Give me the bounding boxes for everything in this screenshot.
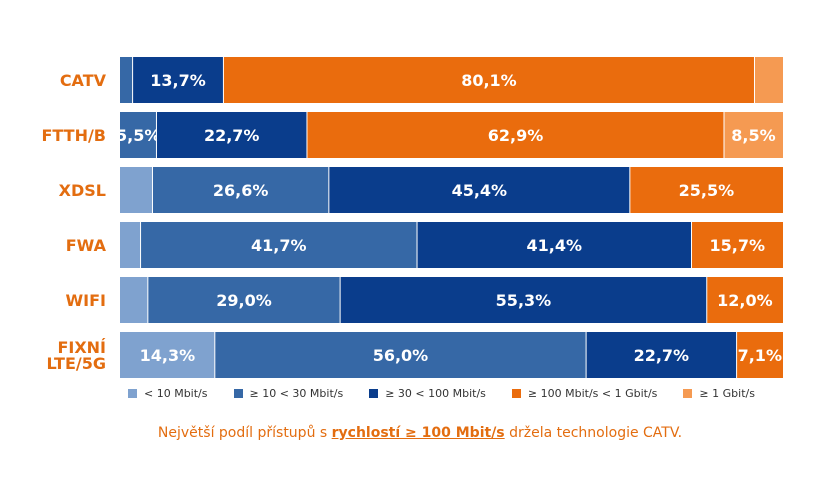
category-label: WIFI <box>66 291 106 310</box>
segment-divider <box>155 112 157 158</box>
data-label: 8,5% <box>731 126 775 145</box>
segment-divider <box>151 167 153 213</box>
bar-segment <box>147 277 341 323</box>
legend-swatch <box>233 389 243 398</box>
data-label: 7,1% <box>738 346 782 365</box>
bar-segment <box>120 277 148 323</box>
segment-divider <box>629 167 631 213</box>
data-label: 12,0% <box>717 291 773 310</box>
legend-swatch <box>128 389 137 398</box>
bar-segment <box>120 167 153 213</box>
data-label: 25,5% <box>679 181 735 200</box>
data-label: 41,4% <box>527 236 583 255</box>
segment-divider <box>723 112 725 158</box>
segment-divider <box>140 222 142 268</box>
bar-segment <box>706 277 783 323</box>
legend-label: ≥ 10 < 30 Mbit/s <box>249 387 344 400</box>
bar-segment <box>736 332 783 378</box>
bar-segment <box>723 112 783 158</box>
bar-segment <box>586 332 737 378</box>
bar-segment <box>629 167 783 213</box>
data-label: 56,0% <box>373 346 429 365</box>
legend-label: ≥ 1 Gbit/s <box>699 387 755 400</box>
data-label: 22,7% <box>204 126 260 145</box>
category-label: XDSL <box>59 181 106 200</box>
data-label: 15,7% <box>709 236 765 255</box>
category-label: FWA <box>66 236 107 255</box>
segment-divider <box>328 167 330 213</box>
bar-segment <box>754 57 783 103</box>
segment-divider <box>214 332 216 378</box>
bar-segment <box>223 57 755 103</box>
data-label: 45,4% <box>452 181 508 200</box>
data-label: 22,7% <box>634 346 690 365</box>
legend-item: ≥ 1 Gbit/s <box>683 387 755 400</box>
legend-item: ≥ 10 < 30 Mbit/s <box>233 387 344 400</box>
data-label: 13,7% <box>150 71 206 90</box>
bar-segment <box>328 167 630 213</box>
legend-label: ≥ 30 < 100 Mbit/s <box>385 387 486 400</box>
legend-swatch <box>511 389 521 398</box>
category-label: LTE/5G <box>47 354 107 373</box>
bar-segment <box>417 222 692 268</box>
footnote-suffix: držela technologie CATV. <box>504 425 683 441</box>
segment-divider <box>706 277 708 323</box>
data-label: 5,5% <box>116 126 160 145</box>
segment-divider <box>691 222 693 268</box>
footnote-highlight: rychlostí ≥ 100 Mbit/s <box>331 425 505 441</box>
segment-divider <box>339 277 341 323</box>
legend-item: ≥ 100 Mbit/s < 1 Gbit/s <box>511 387 658 400</box>
segment-divider <box>585 332 587 378</box>
segment-divider <box>306 112 308 158</box>
segment-divider <box>222 57 224 103</box>
bar-segment <box>132 57 224 103</box>
legend: < 10 Mbit/s ≥ 10 < 30 Mbit/s ≥ 30 < 100 … <box>128 387 755 400</box>
category-label: CATV <box>60 71 107 90</box>
bar-segment <box>691 222 783 268</box>
legend-swatch <box>683 389 693 398</box>
bar-segment <box>152 167 329 213</box>
footnote-prefix: Největší podíl přístupů s <box>157 425 332 441</box>
legend-item: < 10 Mbit/s <box>128 387 208 400</box>
bar-segment <box>340 277 707 323</box>
bar-segment <box>120 112 157 158</box>
segment-divider <box>416 222 418 268</box>
segment-divider <box>736 332 738 378</box>
category-label: FIXNÍ <box>57 338 106 357</box>
legend-label: < 10 Mbit/s <box>144 387 208 400</box>
footnote: Největší podíl přístupů s rychlostí ≥ 10… <box>0 425 840 441</box>
bar-segment <box>156 112 307 158</box>
bar-segment <box>306 112 724 158</box>
bar-segment <box>120 57 133 103</box>
data-label: 80,1% <box>461 71 517 90</box>
legend-label: ≥ 100 Mbit/s < 1 Gbit/s <box>527 387 658 400</box>
data-label: 14,3% <box>140 346 196 365</box>
segment-divider <box>147 277 149 323</box>
bar-segment <box>140 222 418 268</box>
legend-swatch <box>369 389 379 398</box>
bar-segment <box>120 332 215 378</box>
bar-segment <box>214 332 587 378</box>
data-label: 55,3% <box>496 291 552 310</box>
category-label: FTTH/B <box>41 126 106 145</box>
data-label: 62,9% <box>488 126 544 145</box>
data-label: 26,6% <box>213 181 269 200</box>
legend-item: ≥ 30 < 100 Mbit/s <box>369 387 486 400</box>
data-label: 41,7% <box>251 236 307 255</box>
segment-divider <box>753 57 755 103</box>
bar-segment <box>120 222 141 268</box>
data-label: 29,0% <box>216 291 272 310</box>
segment-divider <box>132 57 134 103</box>
